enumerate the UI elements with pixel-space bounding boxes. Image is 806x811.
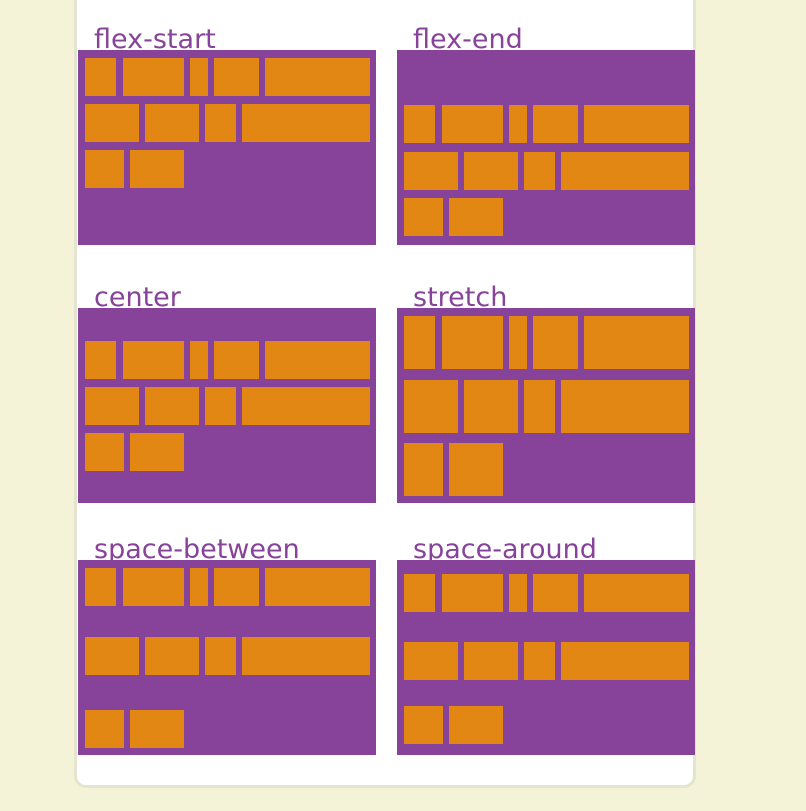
flex-item [524,380,555,433]
flex-item [190,568,208,606]
flex-item [533,316,578,369]
flex-item [190,341,208,379]
flex-container [78,560,376,755]
flex-item [242,637,370,675]
flex-item [442,316,503,369]
flex-item [145,104,199,142]
flex-item [442,574,503,612]
flex-item [449,443,503,496]
flex-item [85,433,124,471]
flex-item [85,568,116,606]
flex-item [584,316,689,369]
flex-item [123,568,184,606]
flex-container [397,308,695,503]
flex-item [242,104,370,142]
flex-item [524,642,555,680]
flex-item [242,387,370,425]
flex-item [404,706,443,744]
flex-item [85,387,139,425]
flex-item [404,443,443,496]
flex-item [509,574,527,612]
flex-item [214,58,259,96]
flex-item [130,710,184,748]
flex-item [123,341,184,379]
flex-item [561,380,689,433]
flex-container [397,560,695,755]
demo-title: flex-start [94,24,216,55]
demo-title: space-around [413,534,597,565]
flex-item [464,380,518,433]
demo-title: center [94,282,181,313]
flex-item [509,316,527,369]
flex-item [584,105,689,143]
flex-container [78,308,376,503]
flex-item [404,642,458,680]
flex-item [404,105,435,143]
flex-item [464,152,518,190]
demo-title: space-between [94,534,300,565]
flex-item [404,574,435,612]
flex-item [533,574,578,612]
flex-item [205,637,236,675]
flex-item [85,341,116,379]
flex-item [85,58,116,96]
flex-item [464,642,518,680]
flex-item [524,152,555,190]
flex-item [404,152,458,190]
flex-item [561,642,689,680]
flex-item [265,58,370,96]
flex-container [78,50,376,245]
flex-item [205,387,236,425]
flex-item [123,58,184,96]
flex-item [85,637,139,675]
flex-item [265,568,370,606]
demo-title: flex-end [413,24,523,55]
flex-item [145,387,199,425]
flex-item [85,150,124,188]
flex-container [397,50,695,245]
flex-item [533,105,578,143]
flex-item [85,104,139,142]
flex-item [584,574,689,612]
flex-item [265,341,370,379]
flex-item [509,105,527,143]
flex-item [130,433,184,471]
flex-item [449,198,503,236]
flex-item [561,152,689,190]
flex-item [130,150,184,188]
flex-item [214,568,259,606]
flex-item [205,104,236,142]
flex-item [442,105,503,143]
flex-item [190,58,208,96]
demo-title: stretch [413,282,508,313]
flex-item [404,380,458,433]
flex-item [145,637,199,675]
flex-item [449,706,503,744]
flex-item [404,198,443,236]
flex-item [214,341,259,379]
flex-item [85,710,124,748]
flex-item [404,316,435,369]
